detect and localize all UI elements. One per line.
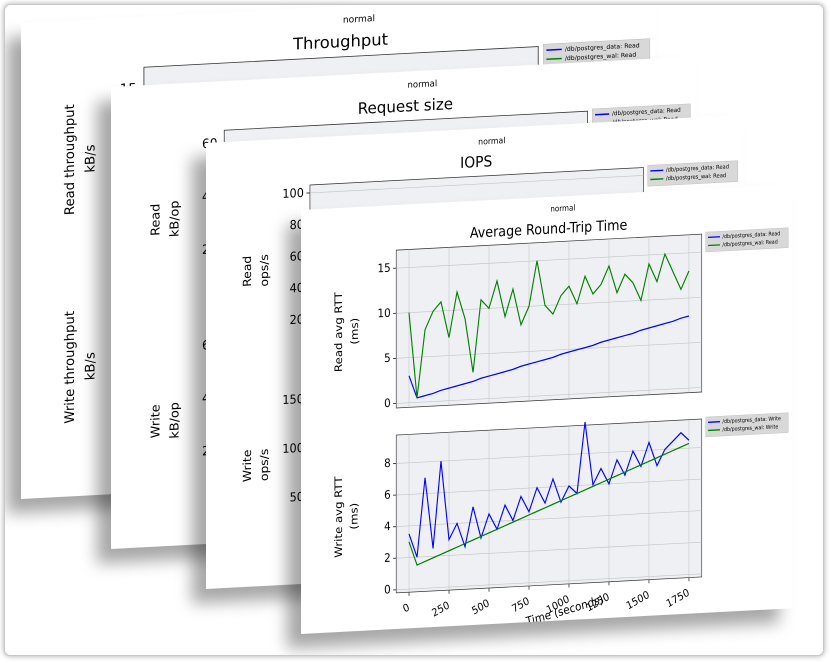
x-tick-label: 750 bbox=[511, 596, 532, 616]
grid-line bbox=[309, 175, 644, 194]
y-axis-label: Write throughput bbox=[63, 311, 78, 424]
legend-label: /db/postgres_data: Write bbox=[722, 416, 781, 425]
y-tick-label: 2 bbox=[384, 551, 391, 565]
legend-label: /db/postgres_data: Read bbox=[612, 108, 681, 118]
y-tick-label: 60 bbox=[290, 249, 304, 264]
y-tick-label: 40 bbox=[290, 280, 304, 295]
legend-label: /db/postgres_wal: Read bbox=[666, 173, 726, 182]
y-axis-label: kB/s bbox=[84, 352, 99, 381]
y-tick-label: 20 bbox=[290, 312, 304, 327]
y-axis-label: Write bbox=[148, 404, 163, 439]
y-axis-label: kB/op bbox=[167, 402, 182, 439]
legend-swatch bbox=[546, 48, 562, 51]
grid-line bbox=[396, 342, 702, 359]
sheet-label: normal bbox=[478, 135, 505, 147]
plot-area bbox=[395, 233, 703, 409]
y-tick-label: 8 bbox=[384, 456, 391, 470]
legend-label: /db/postgres_wal: Read bbox=[565, 52, 637, 63]
y-axis-label: Write avg RTT bbox=[333, 476, 345, 558]
legend-swatch bbox=[650, 169, 664, 172]
sheet-label: normal bbox=[550, 203, 575, 214]
x-tick-label: 500 bbox=[471, 598, 492, 618]
legend-swatch bbox=[595, 113, 610, 116]
legend-swatch bbox=[708, 236, 720, 239]
x-tick-label: 250 bbox=[431, 600, 452, 620]
legend-swatch bbox=[546, 57, 562, 61]
data-line bbox=[408, 315, 690, 399]
data-line bbox=[408, 421, 690, 558]
chart-title: Throughput bbox=[292, 30, 388, 54]
chart-title: Average Round-Trip Time bbox=[470, 217, 627, 242]
legend-box bbox=[647, 160, 739, 187]
y-tick-label: 80 bbox=[290, 217, 304, 232]
x-tick-label: 0 bbox=[402, 602, 412, 616]
y-tick-label: 100 bbox=[282, 185, 303, 201]
screenshot-frame: normal Throughput 5 10 15 Read throughput kB/s… bbox=[4, 4, 824, 656]
y-tick-label: 5 bbox=[384, 351, 391, 365]
legend-label: /db/postgres_wal: Write bbox=[722, 424, 778, 433]
legend-box bbox=[705, 412, 789, 438]
legend-box bbox=[705, 227, 789, 253]
chart-title: Request size bbox=[358, 95, 453, 118]
legend-swatch bbox=[708, 244, 720, 247]
y-axis-label: (ms) bbox=[348, 318, 360, 345]
y-axis-label: Read avg RTT bbox=[333, 292, 345, 373]
y-axis-label: (ms) bbox=[348, 503, 360, 530]
sheet-label: normal bbox=[408, 79, 438, 91]
y-axis-label: ops/s bbox=[258, 448, 271, 481]
data-line bbox=[408, 442, 690, 566]
y-tick-label: 100 bbox=[282, 440, 303, 456]
grid-line bbox=[396, 296, 702, 314]
y-tick-label: 6 bbox=[384, 488, 391, 502]
y-tick-label: 150 bbox=[282, 392, 303, 408]
y-axis-label: Read bbox=[148, 203, 163, 236]
y-axis-label: kB/s bbox=[84, 144, 99, 173]
grid-line bbox=[396, 478, 702, 496]
chart-title: IOPS bbox=[460, 154, 492, 172]
legend-label: /db/postgres_data: Read bbox=[666, 164, 729, 174]
chart-sheet: normal Average Round-Trip Time 0 5 10 15 Read … bbox=[301, 184, 793, 634]
y-tick-label: 0 bbox=[384, 396, 391, 410]
data-line bbox=[408, 252, 690, 398]
x-tick-label: 1500 bbox=[625, 589, 651, 612]
grid-line bbox=[396, 573, 702, 591]
chart: normal Average Round-Trip Time 0 5 10 15 Read … bbox=[333, 203, 789, 629]
y-tick-label: 0 bbox=[384, 583, 391, 597]
y-axis-label: Read throughput bbox=[63, 104, 78, 216]
sheet-label: normal bbox=[343, 13, 375, 26]
grid-line bbox=[396, 251, 702, 269]
grid-line bbox=[396, 541, 702, 559]
y-tick-label: 10 bbox=[378, 306, 391, 320]
y-axis-label: Read bbox=[240, 255, 253, 287]
x-tick-label: 1750 bbox=[665, 587, 691, 610]
legend-label: /db/postgres_data: Read bbox=[565, 42, 640, 53]
y-axis-label: kB/op bbox=[167, 200, 182, 237]
legend-swatch bbox=[650, 178, 664, 181]
legend-swatch bbox=[708, 421, 720, 423]
y-tick-label: 50 bbox=[290, 489, 304, 504]
y-axis-label: Write bbox=[240, 449, 253, 482]
legend-swatch bbox=[708, 429, 720, 432]
y-tick-label: 15 bbox=[378, 261, 391, 275]
grid-line bbox=[396, 447, 702, 464]
legend-label: /db/postgres_data: Read bbox=[722, 231, 780, 240]
y-axis-label: ops/s bbox=[258, 254, 271, 287]
legend-label: /db/postgres_wal: Read bbox=[722, 239, 777, 248]
grid-line bbox=[396, 387, 702, 404]
y-tick-label: 4 bbox=[384, 519, 391, 533]
